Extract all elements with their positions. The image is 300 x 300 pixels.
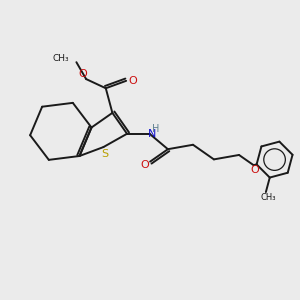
Text: S: S — [101, 149, 108, 159]
Text: N: N — [148, 129, 156, 139]
Text: O: O — [140, 160, 149, 170]
Text: CH₃: CH₃ — [260, 193, 276, 202]
Text: O: O — [128, 76, 137, 86]
Text: O: O — [79, 69, 88, 79]
Text: CH₃: CH₃ — [52, 54, 69, 63]
Text: H: H — [152, 124, 160, 134]
Text: O: O — [250, 165, 259, 175]
